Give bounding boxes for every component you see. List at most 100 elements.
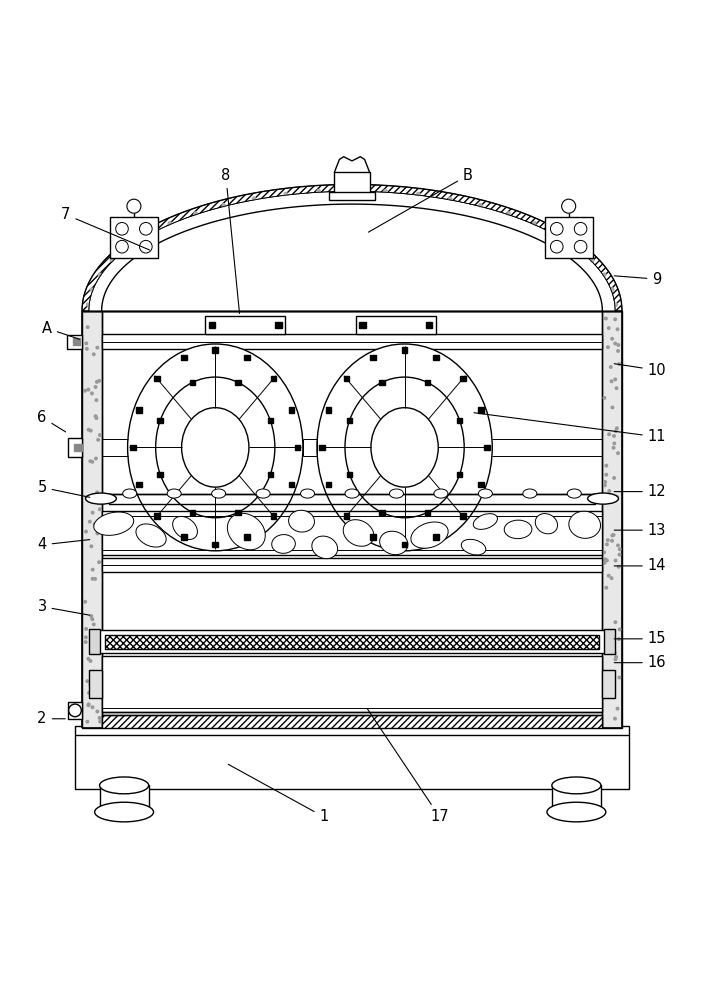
Circle shape — [92, 706, 94, 709]
Bar — [89, 670, 101, 698]
Circle shape — [608, 433, 610, 436]
Bar — [478, 482, 484, 487]
Circle shape — [617, 566, 620, 568]
Bar — [89, 629, 99, 654]
Circle shape — [605, 543, 608, 546]
Circle shape — [95, 399, 98, 401]
Bar — [426, 322, 432, 328]
Bar — [320, 445, 325, 450]
Circle shape — [615, 559, 617, 562]
Circle shape — [555, 233, 558, 236]
Ellipse shape — [461, 539, 486, 555]
Circle shape — [69, 704, 82, 717]
Circle shape — [607, 346, 609, 348]
Bar — [67, 335, 82, 349]
Circle shape — [89, 460, 92, 462]
Circle shape — [86, 680, 89, 682]
Bar — [181, 534, 187, 540]
Bar — [96, 630, 608, 653]
Text: 8: 8 — [221, 168, 239, 314]
Circle shape — [551, 240, 563, 253]
Circle shape — [611, 406, 614, 409]
Circle shape — [96, 346, 99, 349]
Circle shape — [252, 197, 256, 200]
Circle shape — [618, 363, 620, 365]
Circle shape — [605, 317, 607, 320]
Bar — [75, 726, 629, 789]
Circle shape — [89, 660, 92, 662]
Ellipse shape — [473, 514, 498, 529]
Circle shape — [99, 720, 101, 723]
Circle shape — [91, 461, 94, 463]
Bar — [137, 482, 142, 487]
Bar — [370, 355, 376, 360]
Ellipse shape — [85, 493, 116, 504]
Bar — [205, 316, 285, 334]
Circle shape — [99, 434, 101, 436]
Bar — [235, 510, 241, 515]
Bar — [82, 311, 101, 728]
Circle shape — [126, 245, 129, 248]
Circle shape — [619, 548, 621, 551]
Circle shape — [84, 530, 87, 533]
Circle shape — [95, 457, 97, 460]
Circle shape — [86, 720, 89, 723]
Circle shape — [610, 380, 613, 383]
Ellipse shape — [569, 511, 601, 538]
Circle shape — [89, 520, 91, 523]
Bar — [101, 715, 603, 728]
Circle shape — [194, 212, 197, 215]
Text: 16: 16 — [614, 655, 666, 670]
Circle shape — [611, 540, 613, 542]
Circle shape — [96, 532, 99, 535]
Circle shape — [96, 491, 99, 494]
Circle shape — [87, 704, 89, 706]
Circle shape — [617, 344, 620, 346]
Text: 14: 14 — [614, 558, 666, 573]
Circle shape — [89, 429, 92, 432]
Circle shape — [85, 342, 87, 345]
Circle shape — [94, 523, 96, 525]
Circle shape — [605, 586, 608, 589]
Ellipse shape — [212, 489, 226, 498]
Circle shape — [612, 435, 615, 437]
Ellipse shape — [588, 493, 619, 504]
Bar — [425, 510, 430, 515]
Bar — [370, 534, 376, 540]
Circle shape — [84, 601, 87, 603]
Circle shape — [86, 496, 88, 498]
Circle shape — [617, 452, 620, 454]
Circle shape — [93, 639, 96, 641]
Bar — [379, 380, 384, 385]
Bar — [158, 418, 163, 423]
Ellipse shape — [99, 777, 149, 794]
Ellipse shape — [272, 535, 296, 553]
Circle shape — [608, 490, 610, 492]
Bar — [154, 376, 160, 381]
Ellipse shape — [127, 344, 303, 551]
Ellipse shape — [94, 512, 134, 535]
Bar — [289, 482, 294, 487]
Circle shape — [562, 199, 576, 213]
Bar — [271, 376, 277, 381]
Circle shape — [91, 618, 94, 621]
Circle shape — [98, 380, 101, 382]
Circle shape — [146, 233, 149, 236]
Ellipse shape — [312, 536, 338, 559]
Bar — [208, 322, 215, 328]
Circle shape — [111, 259, 113, 262]
Bar — [268, 472, 273, 477]
Circle shape — [351, 189, 353, 192]
Circle shape — [614, 378, 617, 381]
Circle shape — [605, 464, 608, 467]
Text: 13: 13 — [614, 523, 666, 538]
Bar — [460, 513, 465, 519]
Ellipse shape — [523, 489, 537, 498]
Circle shape — [612, 446, 615, 449]
Ellipse shape — [567, 489, 582, 498]
Bar — [326, 482, 332, 487]
Bar — [460, 376, 465, 381]
Ellipse shape — [434, 489, 448, 498]
Text: 4: 4 — [37, 537, 90, 552]
Circle shape — [614, 342, 617, 345]
